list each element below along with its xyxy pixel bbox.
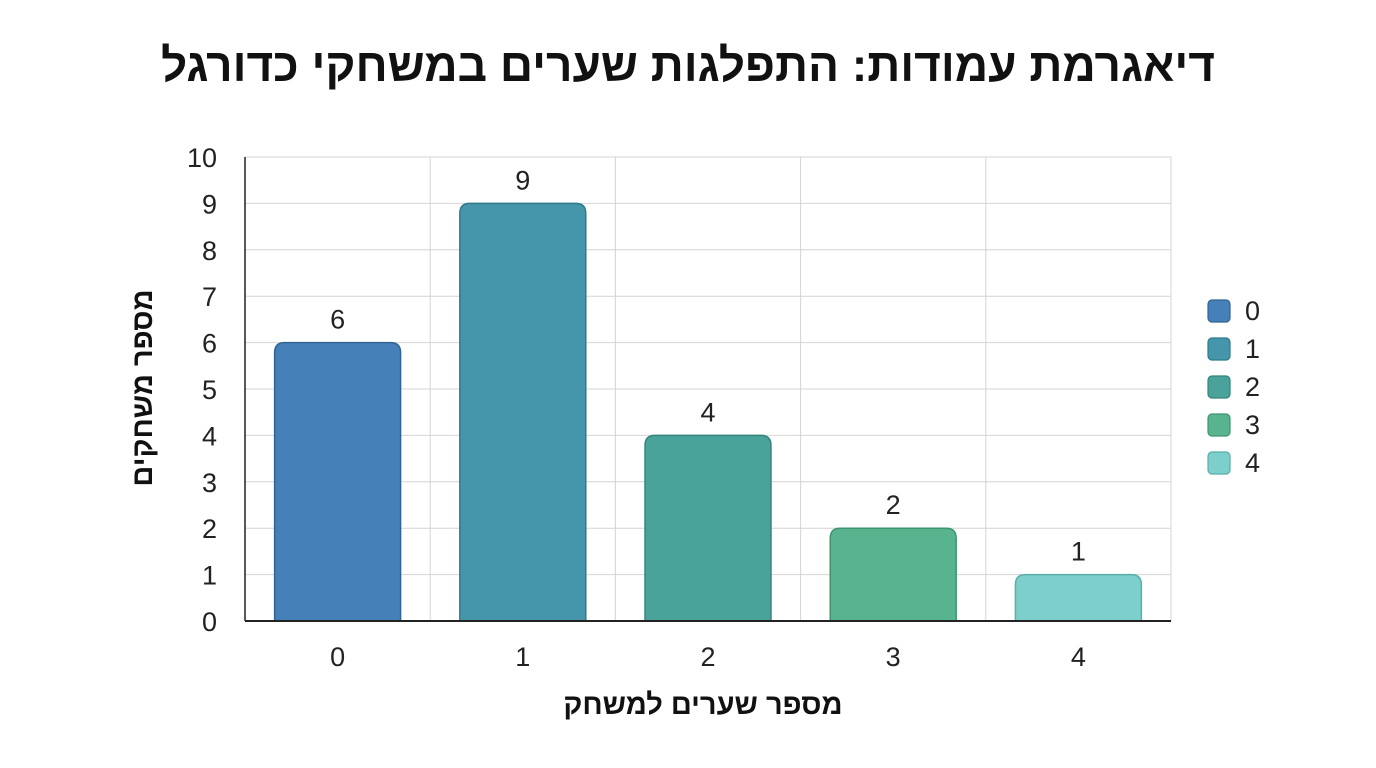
y-tick-label: 4 [202,421,217,451]
y-tick-labels: 0 1 2 3 4 5 6 7 8 9 10 [187,143,217,637]
legend-swatch [1207,375,1231,399]
data-label-0: 6 [330,305,345,335]
legend-item-4[interactable]: 4 [1207,448,1260,478]
data-label-4: 1 [1071,537,1086,567]
data-label-1: 9 [515,165,530,195]
legend-item-0[interactable]: 0 [1207,296,1260,326]
x-tick-label: 3 [886,642,901,672]
y-tick-label: 3 [202,468,217,498]
legend-label: 0 [1245,296,1260,326]
x-axis-title: מספר שערים למשחק [563,689,842,721]
y-tick-label: 8 [202,236,217,266]
legend-item-1[interactable]: 1 [1207,334,1260,364]
y-tick-label: 7 [202,282,217,312]
axes [244,157,1171,622]
x-tick-labels: 0 1 2 3 4 [330,642,1086,672]
y-tick-label: 1 [202,561,217,591]
legend-swatch [1207,299,1231,323]
bar-1 [459,202,587,622]
legend-label: 4 [1245,448,1260,478]
legend[interactable]: 0 1 2 3 4 [1207,296,1260,478]
legend-swatch [1207,413,1231,437]
y-tick-label: 10 [187,143,217,173]
y-tick-label: 5 [202,375,217,405]
data-label-2: 4 [700,397,715,427]
legend-swatch [1207,451,1231,475]
bar-3 [829,527,957,622]
x-tick-label: 4 [1071,642,1086,672]
legend-label: 3 [1245,410,1260,440]
x-tick-label: 2 [700,642,715,672]
y-tick-label: 2 [202,514,217,544]
legend-swatch [1207,337,1231,361]
legend-item-3[interactable]: 3 [1207,410,1260,440]
legend-label: 2 [1245,372,1260,402]
bars [273,202,1143,622]
data-labels: 6 9 4 2 1 [330,165,1086,566]
bar-2 [644,434,772,622]
legend-label: 1 [1245,334,1260,364]
legend-item-2[interactable]: 2 [1207,372,1260,402]
y-axis-title: מספר משחקים [127,289,159,486]
x-tick-label: 1 [515,642,530,672]
bar-0 [273,341,402,622]
chart-title: דיאגרמת עמודות: התפלגות שערים במשחקי כדו… [160,39,1216,91]
y-tick-label: 6 [202,329,217,359]
y-tick-label: 9 [202,189,217,219]
bar-4 [1014,573,1143,622]
x-tick-label: 0 [330,642,345,672]
data-label-3: 2 [886,490,901,520]
y-tick-label: 0 [202,607,217,637]
